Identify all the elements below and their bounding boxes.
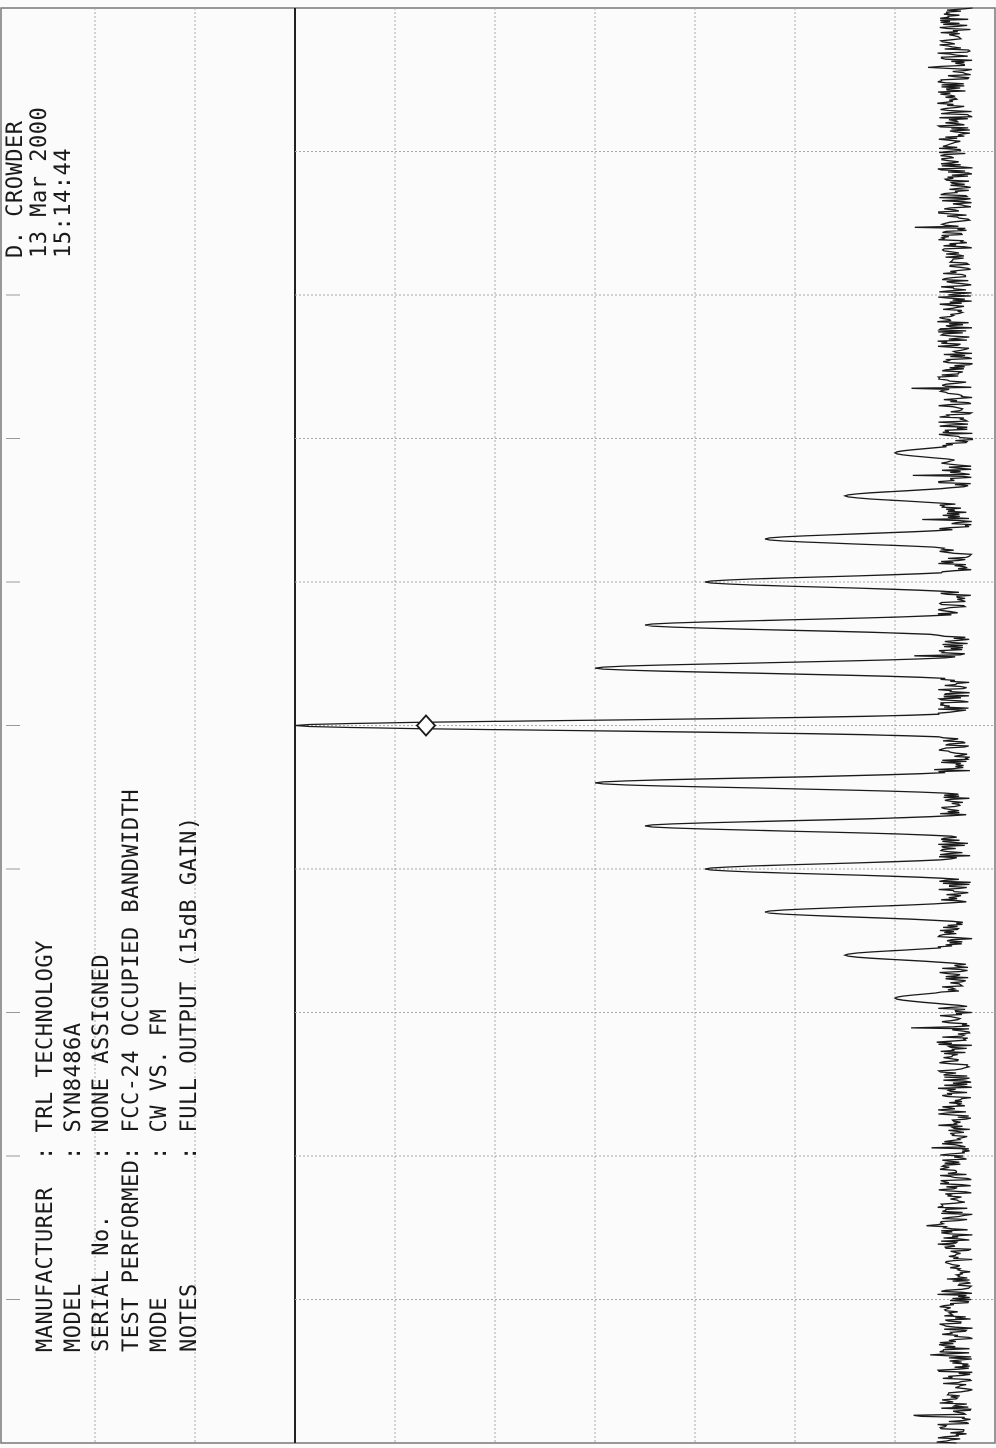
diamond-marker xyxy=(415,714,437,737)
operator-name: D. CROWDER xyxy=(3,120,28,258)
spectrum-trace xyxy=(294,7,974,1444)
value-manufacturer: : TRL TECHNOLOGY xyxy=(33,940,58,1160)
spectrum-traces xyxy=(294,7,974,1444)
value-test-performed: : FCC-24 OCCUPIED BANDWIDTH xyxy=(119,789,144,1160)
label-test-performed: TEST PERFORMED xyxy=(119,1160,144,1352)
label-serial: SERIAL No. xyxy=(89,1215,114,1352)
label-manufacturer: MANUFACTURER xyxy=(33,1187,58,1352)
test-date: 13 Mar 2000 xyxy=(27,107,52,258)
graticule xyxy=(0,7,996,1444)
value-mode: : CW VS. FM xyxy=(147,1009,172,1160)
test-header: MANUFACTURER MODEL SERIAL No. TEST PERFO… xyxy=(3,107,202,1352)
plot-border xyxy=(0,7,996,1444)
carrier-marker xyxy=(415,714,437,737)
label-mode: MODE xyxy=(147,1297,172,1352)
label-notes: NOTES xyxy=(177,1283,202,1352)
value-serial: : NONE ASSIGNED xyxy=(89,954,114,1160)
label-model: MODEL xyxy=(61,1283,86,1352)
value-model: : SYN8486A xyxy=(61,1023,86,1160)
test-time: 15:14:44 xyxy=(51,148,76,258)
value-notes: : FULL OUTPUT (15dB GAIN) xyxy=(177,816,202,1160)
